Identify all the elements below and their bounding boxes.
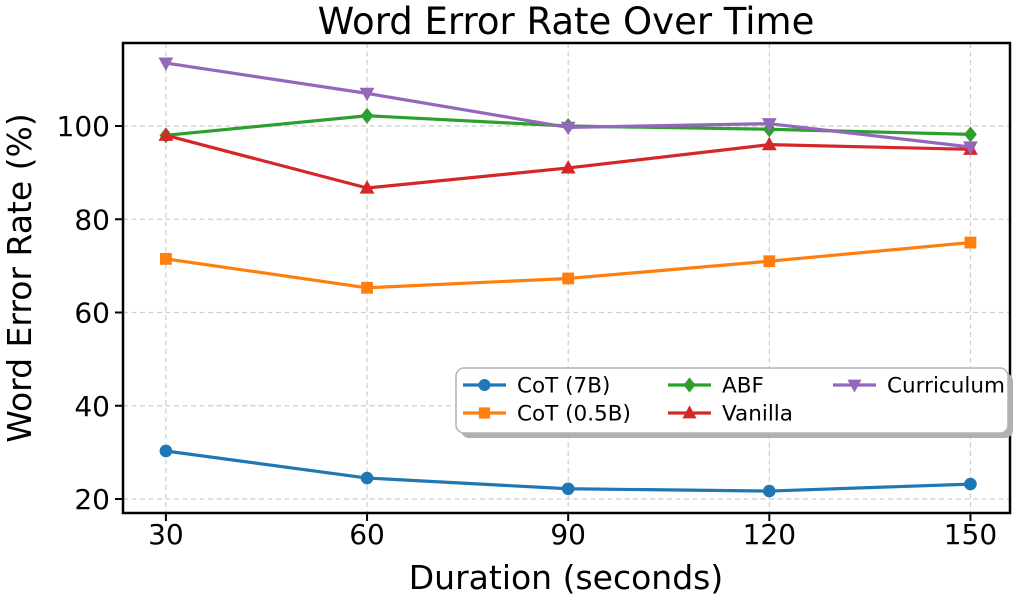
series-vanilla-triangle-up-marker xyxy=(158,127,174,141)
series-vanilla-triangle-up-marker xyxy=(560,159,576,174)
plot-border xyxy=(121,41,1012,515)
plot-content: 30 60 90 120 150 20 40 60 80 100 CoT (7B) CoT (0.5B… xyxy=(57,41,1013,551)
series-cot-0-5b-square-marker xyxy=(964,236,977,249)
legend-cot-7b-circle-marker xyxy=(478,379,491,391)
y-tick-label: 40 xyxy=(74,390,110,423)
series-cot-7b-circle-marker xyxy=(159,444,173,458)
x-tick-label: 150 xyxy=(944,518,997,551)
series-abf-diamond-marker xyxy=(360,107,374,124)
legend-label-abf: ABF xyxy=(722,374,764,399)
series-cot-0-5b-square-marker xyxy=(361,281,373,294)
legend-abf-diamond-marker xyxy=(683,377,696,393)
x-tick-label: 30 xyxy=(148,518,184,551)
series-cot-7b-circle-marker xyxy=(561,482,575,496)
x-tick-label: 120 xyxy=(743,518,796,551)
y-tick-label: 20 xyxy=(74,483,110,516)
legend-item-cot-0-5b: CoT (0.5B) xyxy=(463,402,631,427)
series-vanilla-triangle-up-marker xyxy=(359,180,375,194)
series-cot-0-5b-square-marker xyxy=(763,255,776,268)
series-vanilla-triangle-up-marker xyxy=(761,136,777,151)
series-curriculum-triangle-down-marker xyxy=(359,87,375,102)
series-curriculum-triangle-down-marker xyxy=(560,121,576,136)
legend-item-cot-7b: CoT (7B) xyxy=(463,374,610,399)
legend-label-vanilla: Vanilla xyxy=(722,402,793,427)
series-cot-7b-circle-marker xyxy=(763,484,776,498)
legend-label-curriculum: Curriculum xyxy=(887,374,1005,399)
y-tick-label: 60 xyxy=(74,297,110,330)
series-curriculum-triangle-down-marker xyxy=(963,141,978,155)
y-axis-label: Word Error Rate (%) xyxy=(0,113,39,443)
series-cot-0-5b-square-marker xyxy=(562,272,575,285)
series-cot-7b-circle-marker xyxy=(964,477,977,491)
x-tick-label: 90 xyxy=(550,518,586,551)
series-cot-7b-circle-marker xyxy=(360,471,374,485)
legend-label-cot-7b: CoT (7B) xyxy=(517,374,610,399)
series-cot-0-5b-square-marker xyxy=(160,252,172,265)
legend-label-cot-0-5b: CoT (0.5B) xyxy=(517,402,631,427)
chart-title: Word Error Rate Over Time xyxy=(318,0,815,43)
y-tick-label: 100 xyxy=(57,110,110,143)
series-curriculum-triangle-down-marker xyxy=(761,118,777,132)
legend-curriculum-triangle-down-marker xyxy=(847,379,862,393)
legend-cot-0-5b-square-marker xyxy=(478,407,491,419)
series-abf-diamond-marker xyxy=(964,126,977,143)
x-axis-label: Duration (seconds) xyxy=(409,558,723,597)
series-curriculum-triangle-down-marker xyxy=(158,57,174,72)
legend-vanilla-triangle-up-marker xyxy=(682,405,697,419)
y-tick-label: 80 xyxy=(74,203,110,236)
legend-item-vanilla: Vanilla xyxy=(668,402,793,427)
x-tick-label: 60 xyxy=(349,518,385,551)
